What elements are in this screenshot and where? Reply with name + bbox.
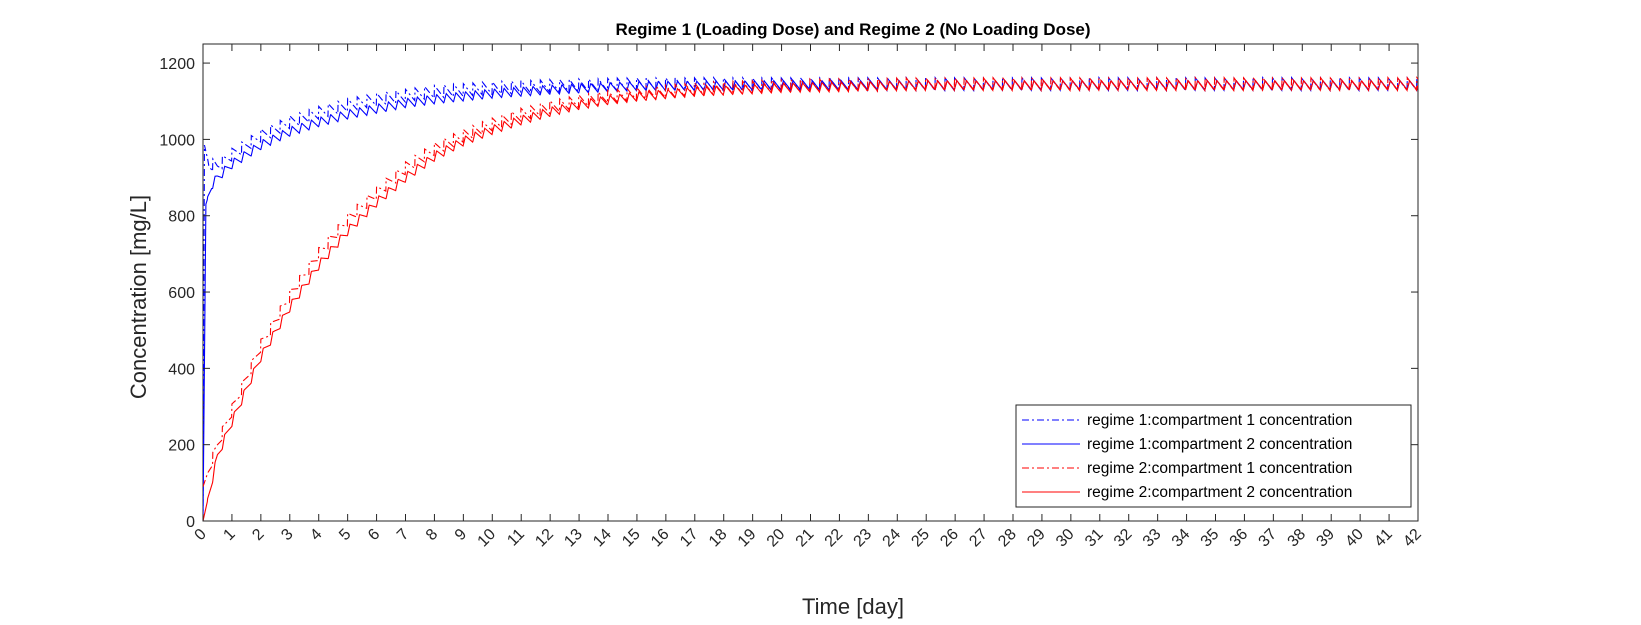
x-tick-label: 37 [1256, 526, 1281, 551]
x-tick-label: 30 [1053, 526, 1078, 551]
x-tick-label: 21 [793, 526, 818, 551]
x-tick-label: 26 [937, 526, 962, 551]
legend-label: regime 1:compartment 2 concentration [1087, 436, 1352, 453]
x-tick-label: 12 [532, 526, 557, 551]
x-tick-label: 17 [677, 526, 702, 551]
legend-label: regime 1:compartment 1 concentration [1087, 412, 1352, 429]
x-tick-label: 31 [1082, 526, 1107, 551]
y-tick-label: 600 [168, 285, 195, 302]
x-tick-label: 35 [1198, 526, 1223, 551]
series-line-1 [203, 75, 1418, 521]
x-tick-label: 28 [995, 526, 1020, 551]
series-line-3 [203, 75, 1418, 487]
x-tick-label: 6 [365, 526, 383, 544]
x-tick-label: 9 [452, 526, 470, 544]
x-tick-label: 32 [1111, 526, 1136, 551]
x-tick-label: 14 [590, 526, 615, 551]
x-tick-label: 19 [735, 526, 760, 551]
x-tick-label: 41 [1371, 526, 1396, 551]
x-tick-label: 25 [908, 526, 933, 551]
x-tick-label: 20 [764, 526, 789, 551]
x-tick-label: 36 [1227, 526, 1252, 551]
y-tick-label: 1200 [159, 56, 195, 73]
x-tick-label: 27 [966, 526, 991, 551]
x-tick-label: 42 [1400, 526, 1425, 551]
x-tick-label: 2 [249, 526, 267, 544]
legend: regime 1:compartment 1 concentration regi… [1015, 404, 1412, 508]
x-axis-label: Time [day] [802, 594, 904, 619]
x-tick-label: 10 [475, 526, 500, 551]
x-tick-label: 38 [1285, 526, 1310, 551]
y-tick-label: 200 [168, 438, 195, 455]
x-tick-label: 24 [880, 526, 905, 551]
x-tick-label: 40 [1342, 526, 1367, 551]
x-tick-label: 34 [1169, 526, 1194, 551]
y-tick-label: 800 [168, 209, 195, 226]
x-tick-label: 39 [1313, 526, 1338, 551]
legend-label: regime 2:compartment 1 concentration [1087, 460, 1352, 477]
y-tick-label: 400 [168, 361, 195, 378]
x-tick-label: 23 [851, 526, 876, 551]
x-tick-label: 5 [336, 526, 354, 544]
x-tick-label: 22 [822, 526, 847, 551]
x-tick-label: 13 [561, 526, 586, 551]
x-tick-label: 18 [706, 526, 731, 551]
x-tick-label: 33 [1140, 526, 1165, 551]
x-tick-label: 11 [504, 526, 528, 550]
x-tick-label: 8 [423, 526, 441, 544]
plot-area [202, 43, 1419, 522]
x-tick-label: 1 [220, 526, 238, 544]
x-tick-label: 15 [619, 526, 644, 551]
legend-label: regime 2:compartment 2 concentration [1087, 484, 1352, 501]
legend-box [1015, 404, 1412, 508]
y-axis-label: Concentration [mg/L] [126, 195, 151, 399]
x-tick-label: 4 [307, 526, 325, 544]
x-tick-label: 7 [394, 526, 412, 544]
chart-title: Regime 1 (Loading Dose) and Regime 2 (No… [615, 20, 1090, 39]
y-tick-label: 0 [186, 514, 195, 531]
x-tick-label: 29 [1024, 526, 1049, 551]
y-tick-label: 1000 [159, 132, 195, 149]
x-tick-label: 16 [648, 526, 673, 551]
series-line-4 [203, 79, 1418, 521]
x-tick-label: 3 [278, 526, 296, 544]
